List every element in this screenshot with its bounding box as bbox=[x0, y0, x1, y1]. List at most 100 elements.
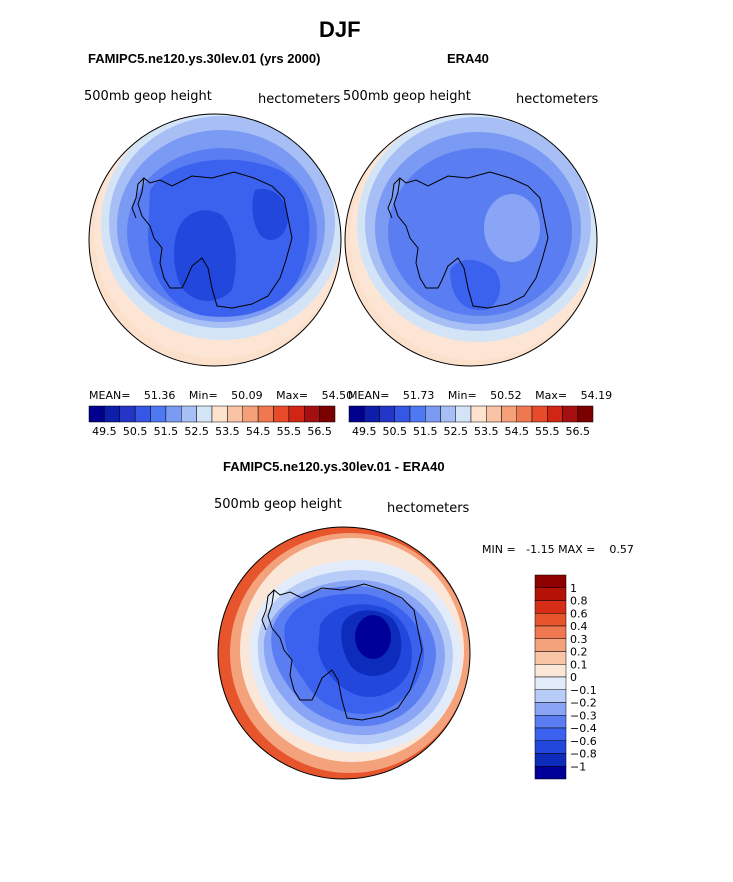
colorbar-tick-label: 0.4 bbox=[570, 620, 588, 633]
colorbar-swatch bbox=[534, 676, 567, 690]
colorbar-swatch bbox=[534, 613, 567, 627]
colorbar-swatch bbox=[104, 405, 121, 423]
colorbar-swatch bbox=[534, 689, 567, 703]
right-field-band-5 bbox=[388, 148, 572, 316]
right-mean-label: MEAN= bbox=[348, 389, 390, 402]
colorbar-tick-label: 56.5 bbox=[307, 425, 332, 438]
colorbar-tick-label: 0.3 bbox=[570, 633, 588, 646]
colorbar-swatch bbox=[134, 405, 151, 423]
antarctica-coastline bbox=[137, 171, 293, 309]
right-max-value: 54.19 bbox=[580, 389, 613, 402]
colorbar-swatch bbox=[211, 405, 228, 423]
colorbar-tick-label: 0.2 bbox=[570, 646, 588, 659]
left-coastline bbox=[131, 171, 293, 309]
colorbar-swatch bbox=[181, 405, 197, 423]
diff-field-minimum bbox=[355, 615, 391, 659]
colorbar-tick-label: 51.5 bbox=[154, 425, 179, 438]
colorbar-swatch bbox=[379, 405, 395, 423]
colorbar-swatch bbox=[273, 405, 290, 423]
diff-units-label: hectometers bbox=[387, 501, 470, 516]
antarctica-coastline bbox=[267, 583, 423, 721]
colorbar-tick-label: 54.5 bbox=[246, 425, 271, 438]
left-map bbox=[89, 114, 341, 366]
colorbar-swatch bbox=[88, 405, 105, 423]
left-max-label: Max= bbox=[276, 389, 309, 402]
diff-coastline bbox=[261, 583, 423, 721]
left-max-value: 54.50 bbox=[321, 389, 354, 402]
left-min-value: 50.09 bbox=[231, 389, 263, 402]
colorbar-swatch bbox=[165, 405, 182, 423]
left-mean-value: 51.36 bbox=[143, 389, 176, 402]
colorbar-swatch bbox=[242, 405, 259, 423]
colorbar-swatch bbox=[534, 651, 567, 665]
left-map-border bbox=[88, 113, 342, 367]
diff-map bbox=[218, 527, 470, 779]
colorbar-swatch bbox=[364, 405, 380, 423]
colorbar-swatch bbox=[534, 740, 567, 754]
right-variable-label: 500mb geop height bbox=[343, 89, 471, 104]
colorbar-swatch bbox=[304, 405, 320, 423]
diff-minmax: MIN = -1.15 MAX = 0.57 bbox=[482, 543, 634, 556]
right-map bbox=[345, 114, 597, 366]
colorbar-swatch bbox=[257, 405, 274, 423]
colorbar-swatch bbox=[547, 405, 563, 423]
left-stats: MEAN= 51.36 Min= 50.09 Max= 54.50 bbox=[89, 389, 353, 402]
antarctic-peninsula bbox=[261, 589, 275, 631]
right-units-label: hectometers bbox=[516, 92, 599, 107]
colorbar-swatch bbox=[409, 405, 426, 423]
colorbar-tick-label: 49.5 bbox=[352, 425, 377, 438]
colorbar-tick-label: 0.8 bbox=[570, 595, 588, 608]
colorbar-swatch bbox=[455, 405, 472, 423]
colorbar-tick-label: −0.8 bbox=[570, 748, 597, 761]
colorbar-swatch bbox=[534, 753, 567, 767]
colorbar-tick-label: 56.5 bbox=[566, 425, 591, 438]
colorbar-swatch bbox=[394, 405, 411, 423]
left-field-low-1 bbox=[174, 210, 236, 301]
right-stats: MEAN= 51.73 Min= 50.52 Max= 54.19 bbox=[348, 389, 612, 402]
right-field-high bbox=[484, 194, 540, 262]
right-coastline bbox=[387, 171, 549, 309]
colorbar-tick-label: 0.1 bbox=[570, 658, 588, 671]
right-field-low bbox=[450, 259, 501, 311]
left-units-label: hectometers bbox=[258, 92, 341, 107]
diff-map-border bbox=[217, 526, 471, 780]
colorbar-tick-label: 50.5 bbox=[123, 425, 148, 438]
colorbar-swatch bbox=[534, 664, 567, 678]
colorbar-swatch bbox=[534, 587, 567, 601]
left-chart-title: FAMIPC5.ne120.ys.30lev.01 (yrs 2000) bbox=[88, 51, 321, 66]
right-min-label: Min= bbox=[447, 389, 477, 402]
colorbar-swatch bbox=[534, 574, 567, 588]
colorbar-tick-label: 52.5 bbox=[444, 425, 469, 438]
antarctica-coastline bbox=[393, 171, 549, 309]
colorbar-swatch bbox=[425, 405, 441, 423]
right-chart-title: ERA40 bbox=[447, 51, 489, 66]
right-map-border bbox=[344, 113, 598, 367]
colorbar-swatch bbox=[119, 405, 136, 423]
left-variable-label: 500mb geop height bbox=[84, 89, 212, 104]
page-title: DJF bbox=[319, 17, 361, 42]
left-min-label: Min= bbox=[188, 389, 218, 402]
antarctic-peninsula bbox=[387, 177, 401, 219]
colorbar-swatch bbox=[288, 405, 305, 423]
colorbar-tick-label: 54.5 bbox=[505, 425, 530, 438]
right-mean-value: 51.73 bbox=[402, 389, 435, 402]
colorbar-swatch bbox=[534, 727, 567, 741]
right-min-value: 50.52 bbox=[490, 389, 522, 402]
colorbar-swatch bbox=[196, 405, 213, 423]
colorbar-tick-label: 53.5 bbox=[474, 425, 499, 438]
colorbar-tick-label: −0.4 bbox=[570, 722, 597, 735]
colorbar-tick-label: 55.5 bbox=[277, 425, 302, 438]
colorbar-tick-label: 53.5 bbox=[215, 425, 240, 438]
colorbar-tick-label: 52.5 bbox=[184, 425, 209, 438]
colorbar-swatch bbox=[470, 405, 487, 423]
colorbar-swatch bbox=[534, 600, 567, 614]
colorbar-swatch bbox=[562, 405, 578, 423]
colorbar-tick-label: 1 bbox=[570, 582, 577, 595]
colorbar-swatch bbox=[534, 638, 567, 652]
colorbar-tick-label: −0.3 bbox=[570, 709, 597, 722]
colorbar-swatch bbox=[486, 405, 502, 423]
colorbar-tick-label: 55.5 bbox=[535, 425, 560, 438]
colorbar-swatch bbox=[534, 625, 567, 639]
colorbar-swatch bbox=[150, 405, 167, 423]
